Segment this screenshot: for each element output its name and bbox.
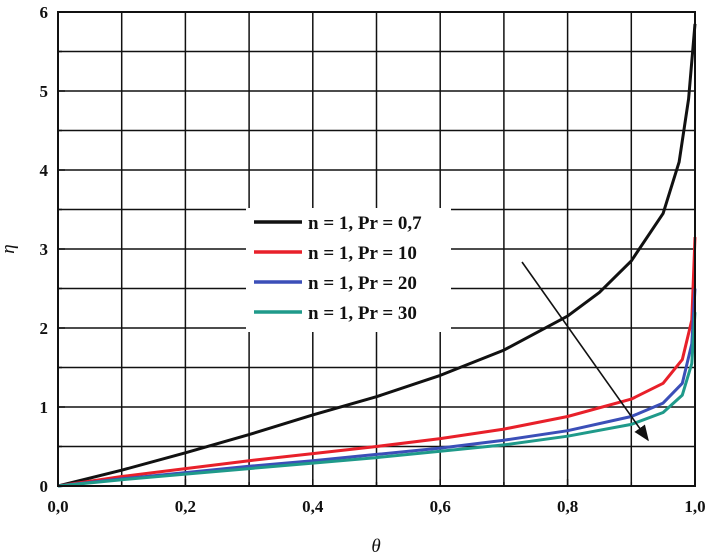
y-tick-label: 1 xyxy=(40,398,49,417)
y-tick-label: 2 xyxy=(40,319,49,338)
legend: n = 1, Pr = 0,7 n = 1, Pr = 10 n = 1, Pr =… xyxy=(246,208,451,332)
y-tick-label: 4 xyxy=(40,161,49,180)
series-line-3 xyxy=(57,288,697,488)
x-tick-label: 1,0 xyxy=(684,497,705,516)
x-tick-label: 0,4 xyxy=(302,497,324,516)
series-layer xyxy=(57,23,697,488)
y-tick-label: 3 xyxy=(40,240,49,259)
series-line-4 xyxy=(57,312,697,488)
tick-marks xyxy=(57,11,696,487)
y-axis-label: η xyxy=(0,244,19,253)
x-tick-label: 0,2 xyxy=(175,497,196,516)
legend-label-1: n = 1, Pr = 0,7 xyxy=(308,213,422,234)
x-tick-label: 0,0 xyxy=(47,497,68,516)
y-tick-label: 5 xyxy=(40,82,49,101)
series-line-1 xyxy=(57,23,697,488)
y-tick-label: 6 xyxy=(40,3,49,22)
series-line-2 xyxy=(57,237,697,488)
y-tick-label: 0 xyxy=(40,477,49,496)
x-tick-label: 0,6 xyxy=(430,497,451,516)
legend-label-2: n = 1, Pr = 10 xyxy=(308,243,417,264)
legend-label-4: n = 1, Pr = 30 xyxy=(308,303,417,324)
tick-labels: 0,0 0,2 0,4 0,6 0,8 1,0 0 1 2 3 4 5 6 xyxy=(40,3,706,516)
legend-label-3: n = 1, Pr = 20 xyxy=(308,273,417,294)
x-axis-label: θ xyxy=(371,536,380,557)
x-tick-label: 0,8 xyxy=(557,497,578,516)
trend-arrow xyxy=(521,261,649,442)
